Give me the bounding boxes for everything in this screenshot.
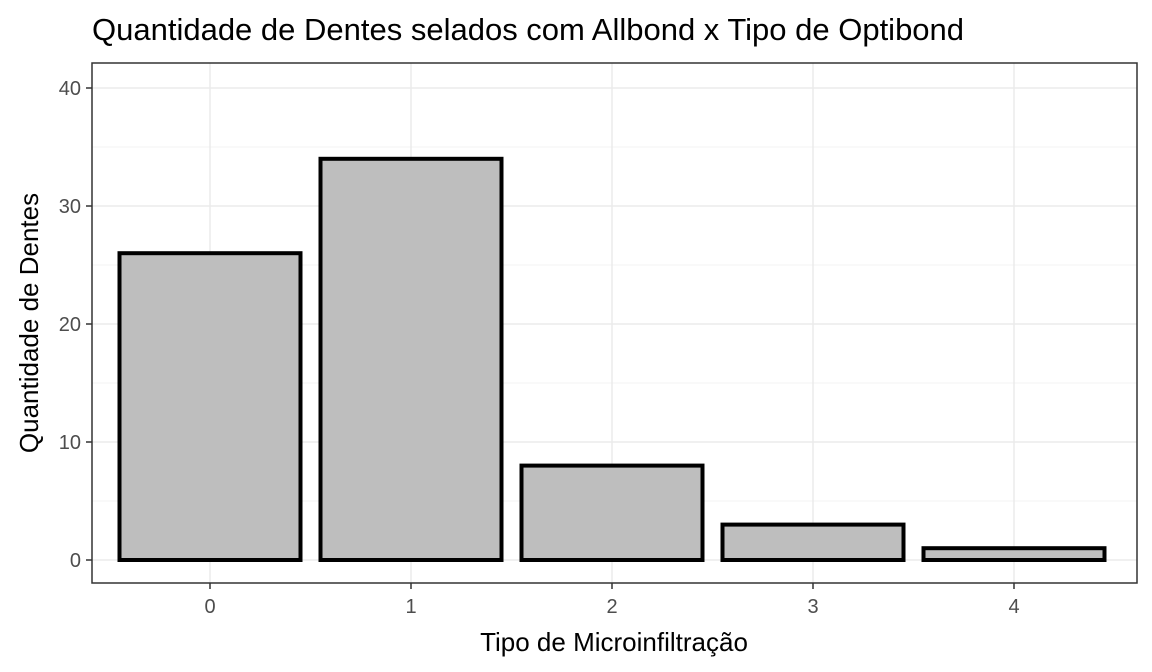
y-tick-label: 20 — [59, 314, 81, 336]
x-tick-label: 4 — [1008, 596, 1019, 618]
bars — [117, 156, 1107, 563]
y-axis: 0 10 20 30 40 — [59, 78, 92, 572]
panel-border — [91, 62, 1138, 584]
y-tick-label: 40 — [59, 78, 81, 100]
x-tick-label: 2 — [606, 596, 617, 618]
x-tick-label: 1 — [405, 596, 416, 618]
y-tick-label: 10 — [59, 432, 81, 454]
y-axis-label: Quantidade de Dentes — [14, 193, 44, 453]
y-tick-label: 30 — [59, 196, 81, 218]
bar-0 — [117, 251, 303, 562]
x-tick-label: 3 — [807, 596, 818, 618]
bar-1 — [318, 156, 504, 563]
chart-title: Quantidade de Dentes selados com Allbond… — [92, 12, 964, 47]
x-tick-label: 0 — [204, 596, 215, 618]
x-axis: 0 1 2 3 4 — [204, 583, 1020, 618]
bar-3 — [720, 522, 906, 562]
bar-4 — [921, 546, 1107, 563]
y-tick-label: 0 — [70, 550, 81, 572]
x-axis-label: Tipo de Microinfiltração — [480, 627, 748, 657]
bar-2 — [519, 463, 705, 563]
